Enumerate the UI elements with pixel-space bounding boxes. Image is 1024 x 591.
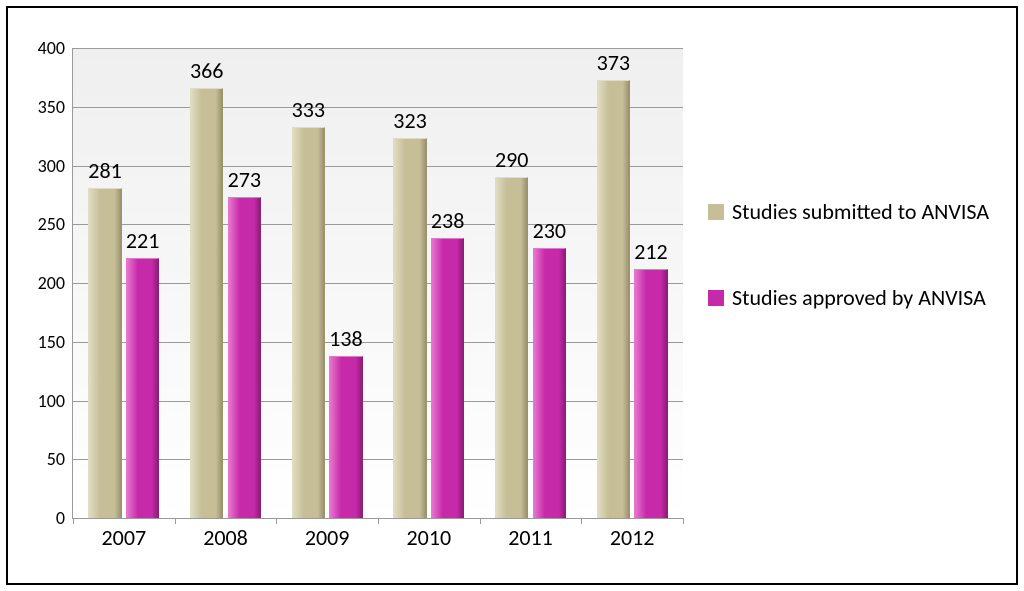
gridline <box>73 283 683 284</box>
bar: 366 <box>190 88 224 518</box>
y-tick-label: 350 <box>21 96 65 118</box>
x-tick <box>581 518 582 524</box>
x-tick <box>175 518 176 524</box>
bar-inner <box>190 88 224 518</box>
bar: 238 <box>431 238 465 518</box>
bar-inner <box>228 197 262 518</box>
bar-inner <box>597 80 631 518</box>
legend-item: Studies approved by ANVISA <box>708 284 998 312</box>
y-tick-label: 200 <box>21 272 65 294</box>
bar-value-label: 373 <box>597 49 630 76</box>
bar-value-label: 366 <box>190 57 223 84</box>
bar: 273 <box>228 197 262 518</box>
bar-inner <box>495 177 529 518</box>
gridline <box>73 166 683 167</box>
x-tick <box>378 518 379 524</box>
x-axis-label: 2008 <box>203 524 248 551</box>
y-tick-label: 0 <box>21 507 65 529</box>
gridline <box>73 224 683 225</box>
legend-swatch <box>708 290 724 306</box>
bar-value-label: 323 <box>393 107 426 134</box>
bar-inner <box>634 269 668 518</box>
y-tick-label: 100 <box>21 390 65 412</box>
x-axis-label: 2012 <box>610 524 655 551</box>
x-axis-label: 2009 <box>305 524 350 551</box>
bar-value-label: 212 <box>634 238 667 265</box>
x-tick <box>73 518 74 524</box>
legend-label: Studies approved by ANVISA <box>732 284 986 312</box>
y-tick-label: 50 <box>21 448 65 470</box>
bar-value-label: 273 <box>228 166 261 193</box>
bar-value-label: 333 <box>292 96 325 123</box>
legend: Studies submitted to ANVISA Studies appro… <box>708 198 998 369</box>
bar-inner <box>329 356 363 518</box>
x-axis-label: 2011 <box>508 524 553 551</box>
chart-frame: 0 50 100 150 200 250 300 350 400 2007 2008 2009 2010… <box>6 6 1018 585</box>
bar: 221 <box>126 258 160 518</box>
x-tick <box>276 518 277 524</box>
bar-inner <box>533 248 567 518</box>
bar: 323 <box>393 138 427 518</box>
bar-value-label: 138 <box>329 325 362 352</box>
x-tick <box>683 518 684 524</box>
y-tick-label: 400 <box>21 37 65 59</box>
legend-swatch <box>708 204 724 220</box>
gridline <box>73 459 683 460</box>
gridline <box>73 107 683 108</box>
gridline <box>73 401 683 402</box>
y-tick-label: 150 <box>21 331 65 353</box>
bar-inner <box>88 188 122 518</box>
bar-value-label: 290 <box>495 146 528 173</box>
x-tick <box>480 518 481 524</box>
bar-inner <box>292 127 326 518</box>
bar: 138 <box>329 356 363 518</box>
legend-label: Studies submitted to ANVISA <box>732 198 989 226</box>
bar: 212 <box>634 269 668 518</box>
bar-inner <box>431 238 465 518</box>
bar: 281 <box>88 188 122 518</box>
bar-inner <box>393 138 427 518</box>
gridline <box>73 48 683 49</box>
plot-area: 0501001502002503003504002007200820092010… <box>72 48 683 519</box>
x-axis-label: 2007 <box>102 524 147 551</box>
bar: 290 <box>495 177 529 518</box>
bar: 373 <box>597 80 631 518</box>
legend-item: Studies submitted to ANVISA <box>708 198 998 226</box>
bar: 230 <box>533 248 567 518</box>
bar-inner <box>126 258 160 518</box>
y-tick-label: 250 <box>21 213 65 235</box>
gridline <box>73 342 683 343</box>
bar: 333 <box>292 127 326 518</box>
bar-value-label: 230 <box>533 217 566 244</box>
x-axis-label: 2010 <box>407 524 452 551</box>
bar-value-label: 238 <box>431 207 464 234</box>
bar-value-label: 221 <box>126 227 159 254</box>
y-tick-label: 300 <box>21 155 65 177</box>
bar-value-label: 281 <box>88 157 121 184</box>
